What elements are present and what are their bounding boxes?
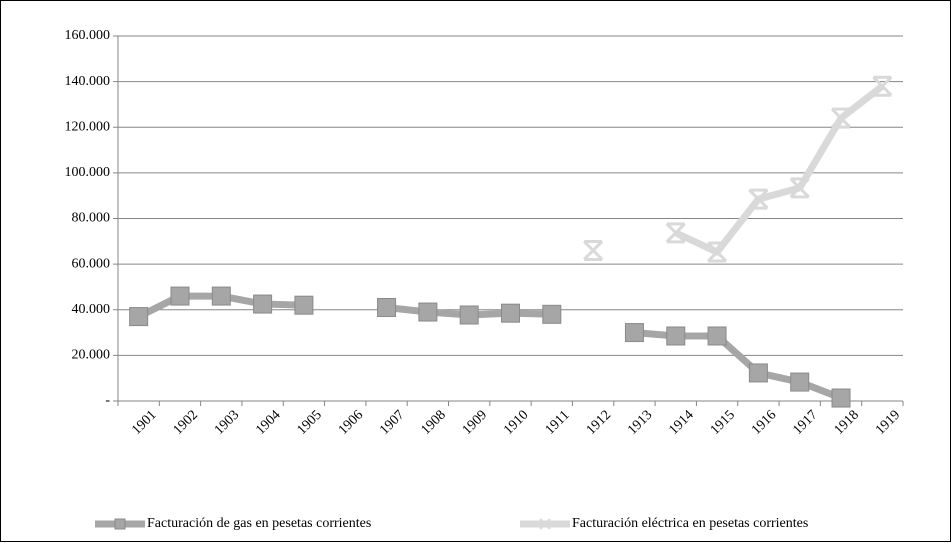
series-marker xyxy=(501,303,520,323)
series-marker xyxy=(459,305,479,325)
series-marker xyxy=(789,177,810,199)
series-marker xyxy=(707,241,728,263)
series-marker xyxy=(748,363,768,383)
y-tick-label: 160.000 xyxy=(65,28,111,43)
legend-label: Facturación eléctrica en pesetas corrien… xyxy=(572,516,808,531)
series-marker xyxy=(211,286,231,306)
legend-marker xyxy=(114,518,126,530)
series-marker xyxy=(542,304,562,324)
series-marker xyxy=(665,222,686,244)
series-marker xyxy=(666,326,686,346)
series-marker xyxy=(418,302,438,322)
y-tick-label: 60.000 xyxy=(72,256,111,271)
series-marker xyxy=(129,307,149,327)
legend-marker xyxy=(539,518,551,530)
series-marker xyxy=(253,294,273,314)
y-tick-label: 40.000 xyxy=(72,302,111,317)
y-tick-label: - xyxy=(105,393,110,408)
series-marker xyxy=(831,388,851,408)
y-tick-label: 140.000 xyxy=(65,74,111,89)
series-marker xyxy=(707,326,727,346)
series-marker xyxy=(790,372,810,392)
series-marker xyxy=(830,107,852,129)
y-tick-label: 120.000 xyxy=(65,119,111,134)
series-marker xyxy=(624,323,644,343)
series-marker xyxy=(748,188,769,210)
series-marker xyxy=(377,297,397,317)
y-tick-label: 100.000 xyxy=(65,165,111,180)
y-tick-label: 80.000 xyxy=(72,211,111,226)
series-marker xyxy=(583,239,604,261)
series-marker xyxy=(170,286,190,306)
series-marker xyxy=(294,295,314,315)
series-marker xyxy=(872,75,893,97)
y-tick-label: 20.000 xyxy=(72,348,111,363)
legend-label: Facturación de gas en pesetas corrientes xyxy=(147,516,371,531)
